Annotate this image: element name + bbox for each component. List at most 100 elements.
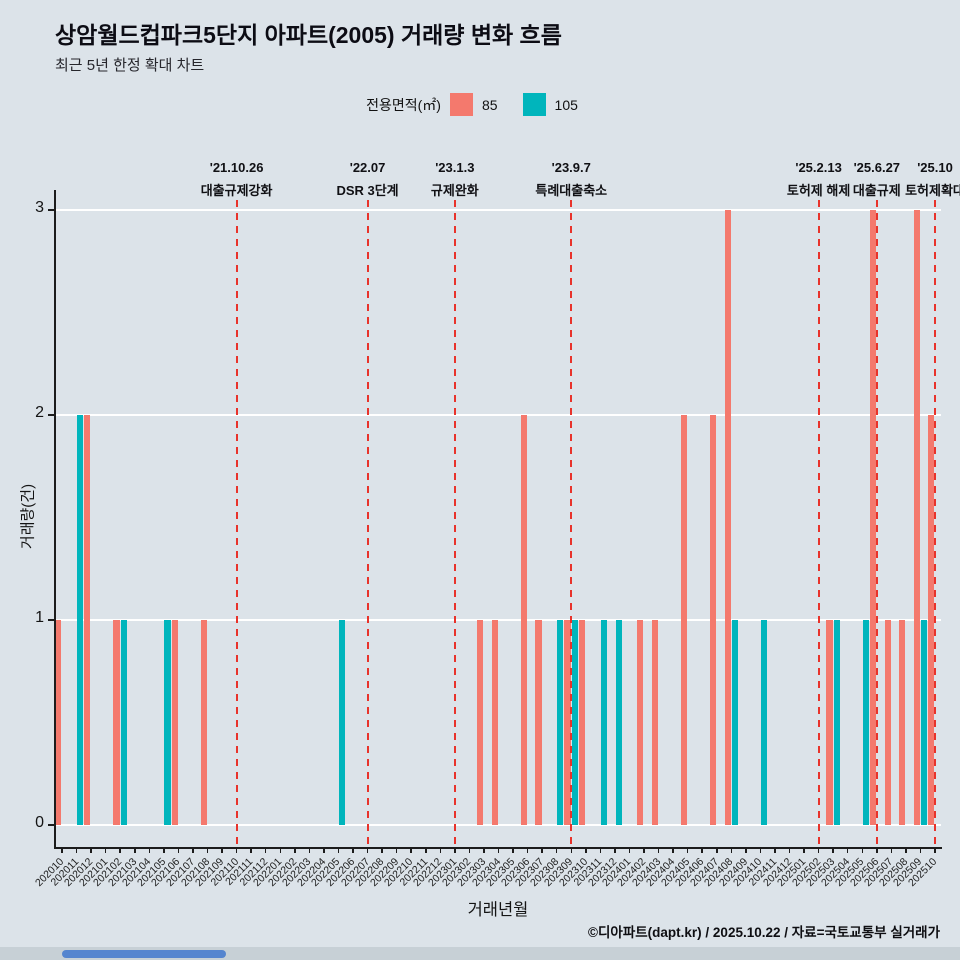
x-tick-mark: [861, 848, 863, 853]
bar-105-202505: [862, 620, 870, 825]
x-tick-mark: [890, 848, 893, 853]
x-tick-mark: [119, 848, 121, 853]
x-tick-mark: [381, 848, 383, 853]
x-tick-mark: [483, 848, 485, 853]
x-tick-mark: [425, 848, 427, 853]
bar-85-202012: [84, 415, 91, 825]
legend-label-105: 105: [554, 96, 578, 113]
x-tick-mark: [876, 848, 878, 853]
bar-105-202102: [120, 620, 127, 825]
page-title: 상암월드컵파크5단지 아파트(2005) 거래량 변화 흐름: [55, 22, 562, 48]
annotation-label-202309: 특례대출축소: [535, 183, 608, 198]
bar-105-202509: [921, 620, 928, 825]
x-tick-mark: [599, 848, 602, 853]
y-tick-label: 0: [35, 814, 44, 831]
legend-label-85: 85: [481, 96, 498, 113]
x-tick-mark: [919, 848, 922, 853]
x-axis-title: 거래년월: [467, 901, 529, 919]
bar-105-202311: [600, 620, 608, 825]
bar-85-202509: [913, 210, 920, 825]
x-tick-mark: [817, 848, 820, 853]
y-tick-mark: [48, 824, 55, 826]
x-tick-mark: [61, 848, 63, 853]
annotation-date-202301: '23.1.3: [435, 160, 475, 175]
bar-85-202106: [171, 620, 178, 825]
x-tick-mark: [468, 848, 471, 853]
y-tick-mark: [48, 414, 55, 416]
bar-85-202503: [826, 620, 833, 825]
page-subtitle: 최근 5년 한정 확대 차트: [55, 57, 205, 74]
x-tick-mark: [730, 848, 733, 853]
x-tick-mark: [104, 848, 107, 853]
x-tick-mark: [410, 848, 412, 853]
footer-credit: ©디아파트(dapt.kr) / 2025.10.22 / 자료=국토교통부 실…: [588, 925, 940, 940]
x-tick-mark: [497, 848, 500, 853]
x-tick-mark: [585, 848, 587, 853]
x-tick-mark: [846, 848, 849, 853]
y-tick-label: 2: [35, 404, 44, 421]
x-tick-mark: [221, 848, 223, 853]
x-tick-mark: [526, 848, 529, 853]
gridline-y-2: [55, 414, 941, 416]
bar-85-202403: [651, 620, 658, 825]
horizontal-scrollbar[interactable]: [0, 947, 960, 960]
y-tick-mark: [48, 619, 55, 621]
bar-85-202102: [113, 620, 120, 825]
annotation-label-202506: 대출규제: [852, 183, 901, 198]
x-tick-mark: [934, 848, 936, 853]
x-tick-mark: [148, 848, 151, 853]
x-tick-mark: [701, 848, 703, 853]
x-tick-mark: [803, 848, 805, 853]
x-tick-mark: [395, 848, 398, 853]
bar-85-202304: [491, 620, 498, 825]
annotation-date-202207: '22.07: [349, 160, 386, 175]
bar-85-202510: [928, 415, 935, 825]
x-tick-mark: [716, 848, 718, 853]
bar-105-202410: [761, 620, 768, 825]
bar-105-202105: [164, 620, 171, 825]
bar-105-202312: [615, 620, 622, 825]
x-tick-mark: [90, 848, 92, 853]
bar-85-202108: [200, 620, 207, 825]
x-tick-mark: [192, 848, 194, 853]
legend-swatch-85: [449, 93, 473, 116]
x-axis-spine: [54, 847, 942, 849]
x-tick-mark: [323, 848, 325, 853]
x-tick-mark: [672, 848, 674, 853]
y-axis-title: 거래량(건): [19, 483, 37, 550]
x-tick-mark: [774, 848, 776, 853]
bar-85-202508: [899, 620, 906, 825]
x-tick-mark: [788, 848, 791, 853]
x-tick-mark: [905, 848, 907, 853]
bar-105-202309: [571, 620, 579, 825]
x-tick-mark: [75, 848, 78, 853]
annotation-label-202301: 규제완화: [430, 183, 479, 198]
y-tick-label: 3: [35, 199, 44, 216]
x-tick-mark: [541, 848, 543, 853]
annotation-line-202510: [934, 200, 936, 847]
bar-85-202303: [477, 620, 484, 825]
bar-85-202506: [870, 210, 877, 825]
x-tick-mark: [279, 848, 281, 853]
annotation-date-202309: '23.9.7: [551, 160, 591, 175]
annotation-line-202506: [875, 200, 878, 847]
x-tick-mark: [250, 848, 252, 853]
bar-85-202408: [724, 210, 731, 825]
x-tick-mark: [308, 848, 311, 853]
x-tick-mark: [366, 848, 369, 853]
x-tick-mark: [337, 848, 340, 853]
annotation-line-202110: [235, 200, 238, 847]
annotation-line-202301: [453, 200, 456, 847]
annotation-date-202510: '25.10: [917, 160, 953, 175]
scrollbar-thumb[interactable]: [62, 949, 226, 958]
x-tick-mark: [163, 848, 165, 853]
x-tick-mark: [745, 848, 747, 853]
annotation-label-202110: 대출규제강화: [200, 183, 273, 198]
annotation-date-202506: '25.6.27: [853, 160, 901, 175]
gridline-y-1: [55, 619, 941, 621]
x-tick-mark: [352, 848, 354, 853]
bar-85-202306: [520, 415, 527, 825]
y-tick-label: 1: [35, 609, 44, 626]
bar-85-202310: [579, 620, 586, 825]
